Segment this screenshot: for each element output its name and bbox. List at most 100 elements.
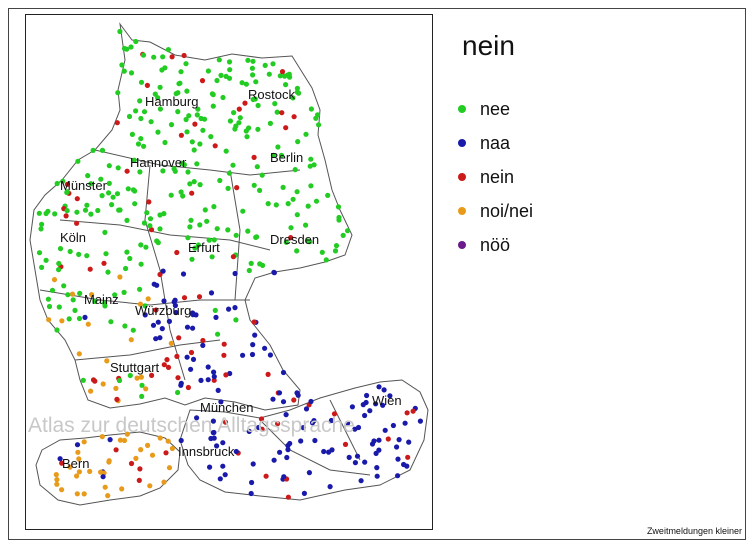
survey-dot (336, 214, 342, 221)
survey-dot (127, 372, 133, 379)
survey-dot (218, 399, 224, 405)
survey-dot (376, 384, 382, 390)
city-label: Köln (60, 230, 86, 245)
survey-dot (106, 163, 112, 169)
survey-dot (245, 57, 251, 63)
survey-dot (129, 131, 135, 137)
city-label: Berlin (270, 150, 303, 165)
survey-dot (147, 223, 153, 229)
survey-dot (331, 411, 338, 417)
survey-dot (178, 189, 184, 195)
survey-dot (190, 356, 197, 362)
survey-dot (138, 447, 144, 453)
survey-dot (84, 253, 90, 259)
survey-dot (257, 261, 263, 267)
survey-dot (308, 156, 314, 162)
survey-dot (226, 170, 232, 176)
survey-dot (36, 210, 42, 216)
survey-dot (161, 479, 167, 485)
survey-dot (178, 382, 184, 388)
austria-border (179, 379, 429, 501)
legend-item-naa: naa (458, 126, 533, 160)
survey-dot (137, 301, 143, 307)
survey-dot (138, 136, 144, 142)
survey-dot (106, 190, 112, 196)
survey-dot (212, 307, 218, 313)
survey-dot (195, 106, 201, 112)
survey-dot (99, 147, 106, 153)
survey-dot (313, 115, 319, 121)
survey-dot (279, 69, 286, 75)
survey-dot (191, 179, 197, 185)
survey-dot (294, 85, 300, 91)
survey-dot (66, 316, 72, 322)
survey-dot (271, 269, 277, 275)
city-label: Innsbruck (178, 444, 235, 459)
survey-dot (272, 101, 278, 107)
survey-dot (98, 469, 104, 475)
survey-dot (285, 494, 291, 500)
survey-dot (135, 141, 142, 147)
survey-dot (70, 297, 76, 303)
survey-dot (321, 448, 327, 455)
survey-dot (340, 232, 346, 238)
survey-dot (54, 327, 60, 333)
survey-dot (138, 261, 144, 267)
survey-dot (214, 443, 220, 449)
survey-dot (311, 418, 317, 424)
survey-dot (275, 421, 281, 427)
survey-dot (69, 291, 76, 297)
survey-dot (251, 154, 257, 160)
survey-dot (157, 84, 163, 90)
survey-dot (288, 225, 294, 231)
survey-dot (254, 164, 260, 170)
survey-dot (113, 447, 119, 453)
survey-dot (190, 312, 196, 318)
survey-dot (255, 102, 261, 109)
survey-dot (308, 183, 314, 189)
survey-dot (259, 172, 265, 178)
survey-dot (205, 364, 211, 370)
survey-dot (191, 147, 197, 153)
survey-dot (74, 442, 81, 448)
survey-dot (251, 319, 257, 325)
survey-dot (131, 157, 137, 163)
survey-dot (236, 120, 242, 126)
city-label: Würzburg (135, 303, 191, 318)
survey-dot (376, 437, 382, 443)
survey-dot (161, 362, 167, 368)
survey-dot (45, 296, 52, 302)
survey-dot (252, 96, 258, 102)
survey-dot (214, 77, 220, 84)
survey-dot (176, 335, 182, 341)
survey-dot (108, 319, 114, 325)
survey-dot (172, 168, 178, 174)
survey-dot (177, 80, 183, 86)
legend-item-noi-nei: noi/nei (458, 194, 533, 228)
survey-dot (121, 45, 128, 52)
survey-dot (109, 202, 115, 208)
survey-dot (223, 148, 229, 154)
survey-dot (64, 189, 70, 195)
legend-label: nee (480, 98, 511, 119)
survey-dot (283, 412, 289, 418)
survey-dot (288, 235, 294, 241)
survey-dot (387, 393, 393, 399)
city-label: Hamburg (145, 94, 198, 109)
survey-dot (362, 412, 368, 419)
survey-dot (138, 374, 144, 380)
survey-dot (276, 390, 283, 396)
survey-dot (209, 254, 215, 260)
survey-dot (232, 305, 238, 311)
survey-dot (265, 371, 271, 377)
survey-dot (220, 94, 226, 101)
survey-dot (230, 254, 236, 260)
survey-dot (250, 342, 256, 348)
survey-dot (56, 304, 62, 310)
survey-dot (308, 106, 314, 112)
survey-dot (102, 300, 108, 306)
survey-dot (169, 445, 175, 452)
legend-dot (458, 139, 466, 147)
survey-dot (92, 378, 98, 384)
survey-dot (281, 474, 287, 480)
